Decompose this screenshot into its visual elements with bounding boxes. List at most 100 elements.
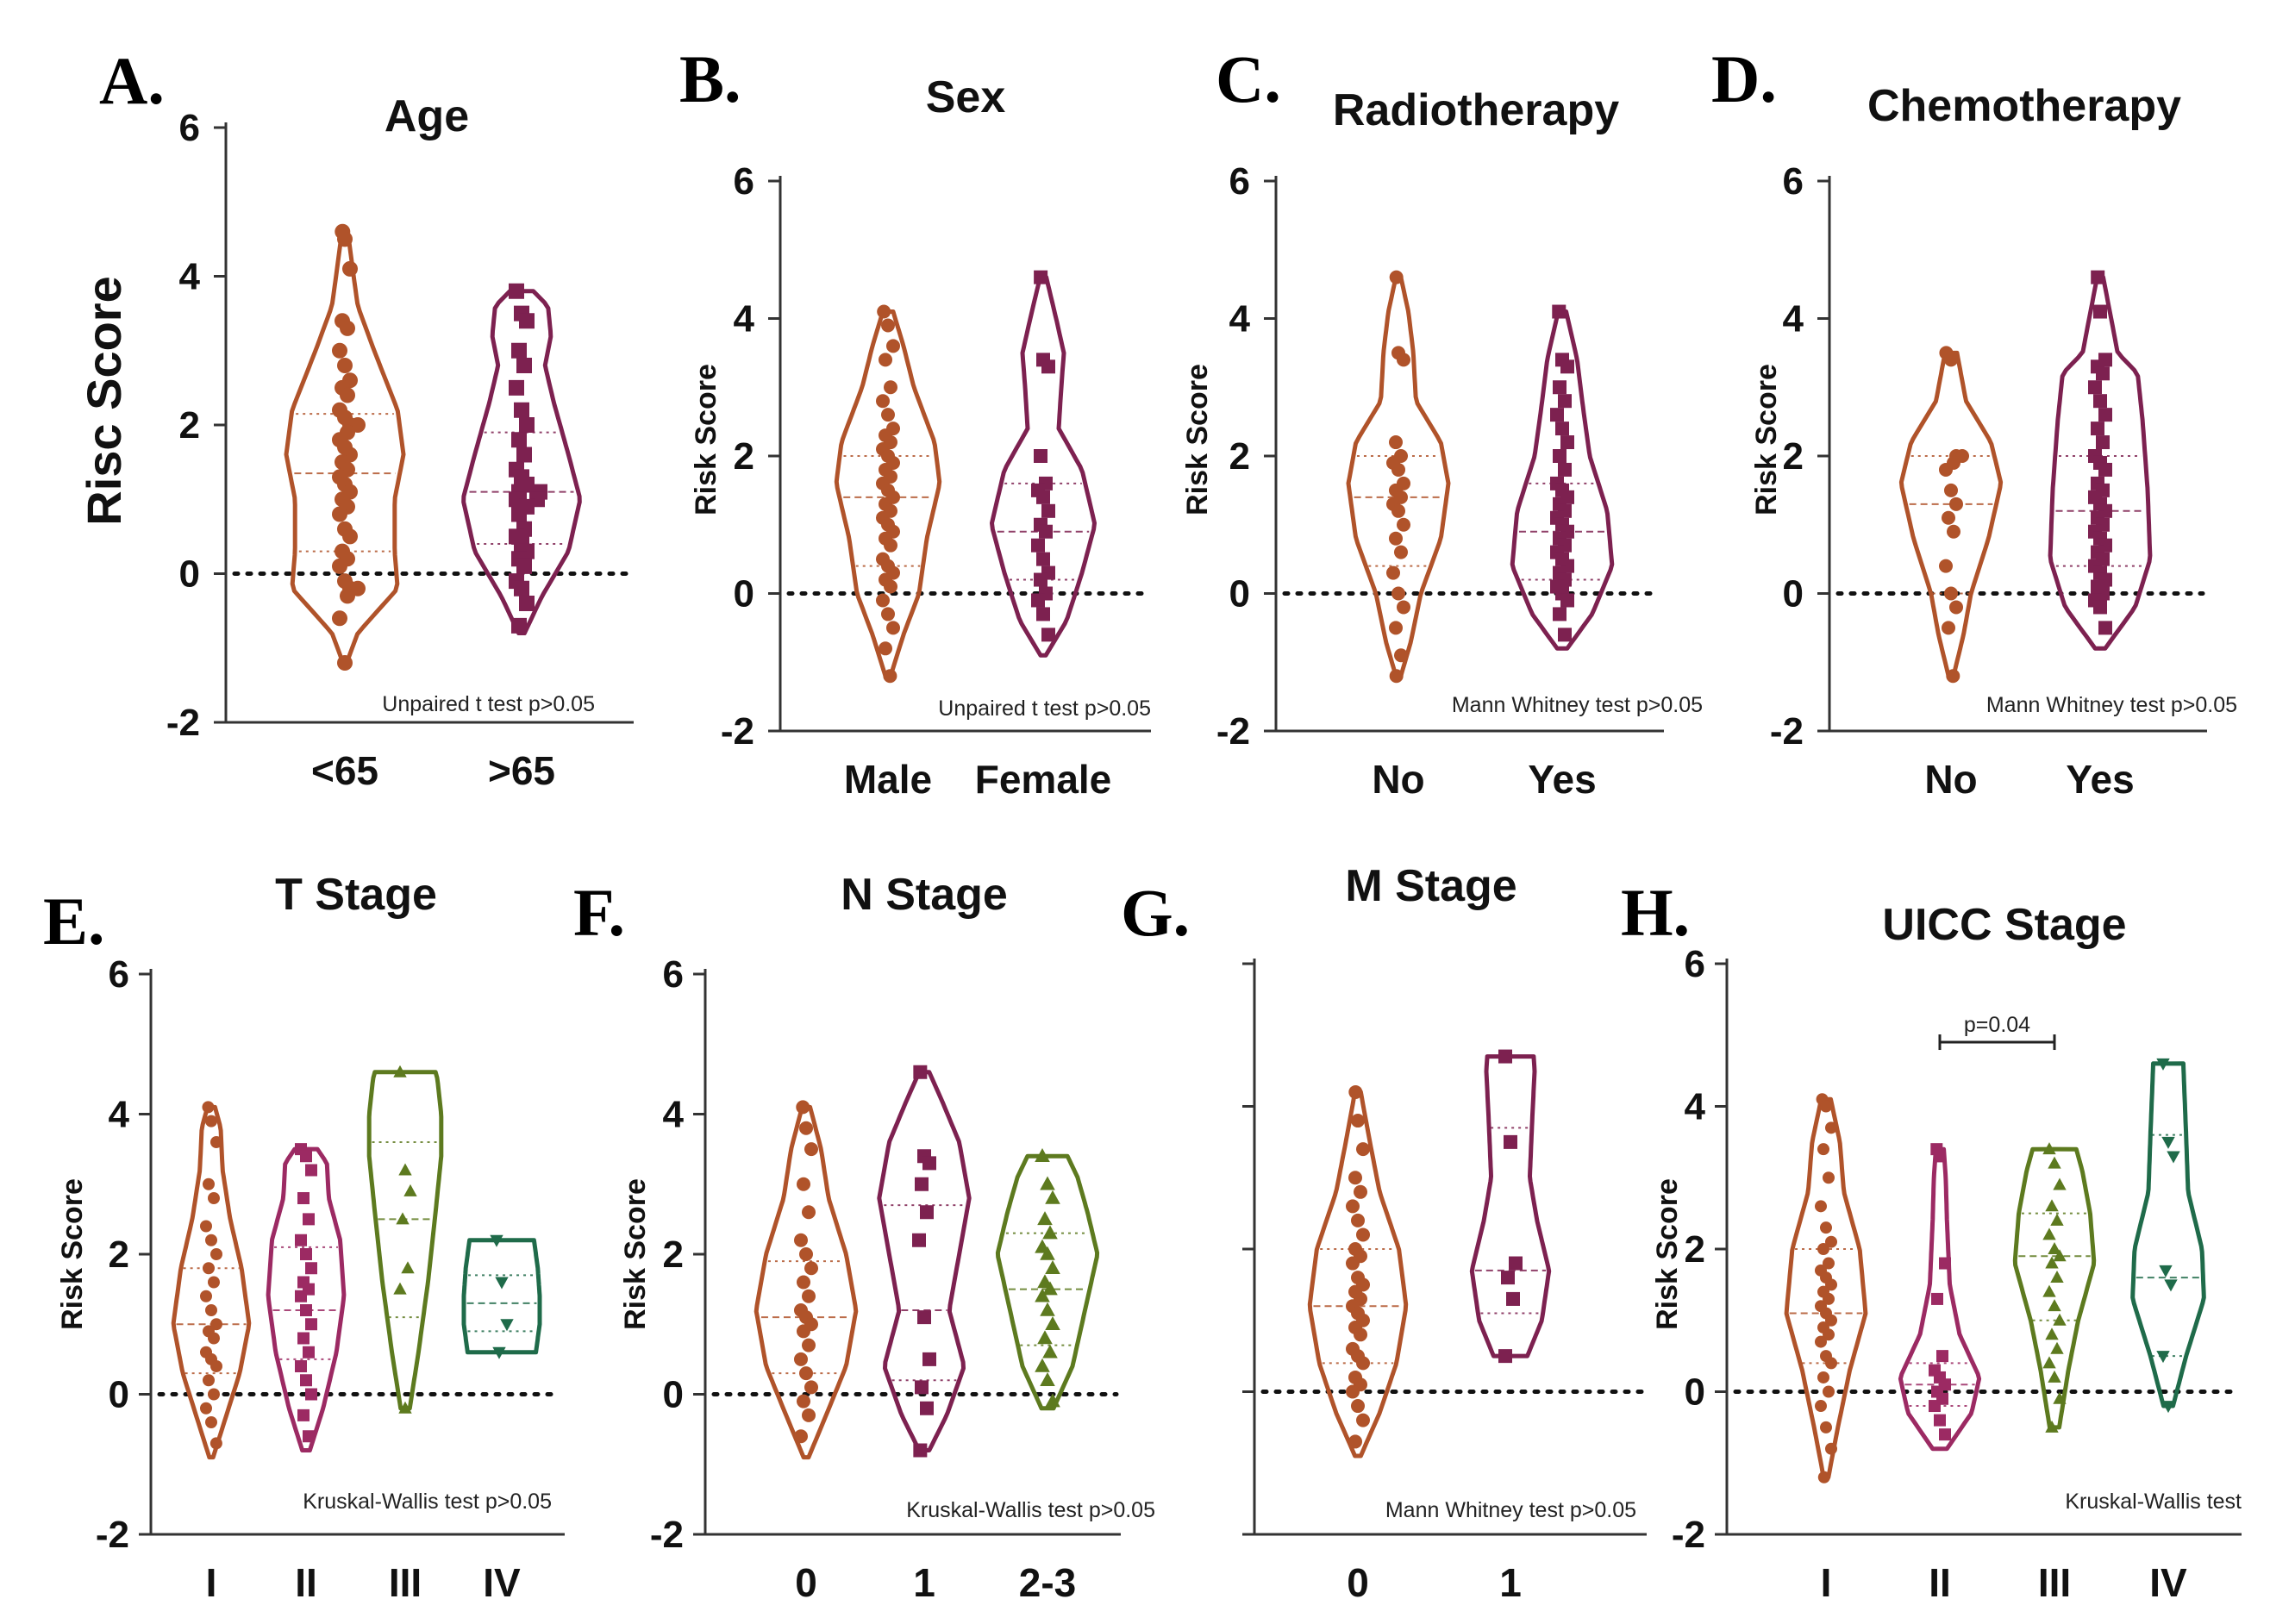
x-category-label: 1 — [913, 1560, 935, 1605]
data-point — [799, 1366, 813, 1381]
violin-group-2: Female — [975, 270, 1112, 802]
x-category-label: 2-3 — [1019, 1560, 1076, 1605]
data-point — [2050, 1271, 2064, 1284]
data-point — [1354, 1184, 1367, 1199]
violin-group-1: Male — [834, 304, 942, 802]
y-tick-label: -2 — [721, 710, 754, 753]
data-point — [297, 1409, 310, 1421]
violin-outline — [2012, 1146, 2097, 1430]
data-point — [2098, 621, 2112, 635]
data-point — [1817, 1471, 1830, 1483]
data-point — [337, 358, 353, 373]
data-point — [915, 1177, 929, 1191]
data-point — [1555, 422, 1569, 436]
y-axis-label: Risk Score — [1181, 364, 1214, 515]
data-point — [1045, 1316, 1060, 1331]
x-category-label: 1 — [1499, 1560, 1522, 1605]
data-point — [500, 1319, 514, 1332]
y-tick-label: 2 — [1783, 435, 1804, 478]
data-point — [2045, 1256, 2059, 1269]
panel-letter: B. — [679, 41, 741, 116]
data-point — [1815, 1335, 1827, 1348]
data-point — [1558, 394, 1572, 409]
violin-group-2: II — [1898, 1143, 1982, 1605]
data-point — [1815, 1200, 1827, 1213]
data-point — [1040, 1176, 1055, 1190]
data-point — [797, 1177, 810, 1191]
data-point — [1553, 449, 1566, 463]
y-tick-label: 2 — [1685, 1228, 1705, 1271]
data-point — [2045, 1327, 2059, 1340]
y-axis-label: Risk Score — [1651, 1178, 1684, 1330]
data-point — [884, 380, 897, 395]
data-point — [1553, 380, 1566, 395]
data-point — [295, 1360, 307, 1372]
data-point — [922, 1156, 936, 1171]
data-point — [1386, 565, 1400, 580]
x-category-label: 0 — [1347, 1560, 1369, 1605]
x-category-label: II — [295, 1560, 317, 1605]
panel-d: D. Chemotherapy -2 0 2 4 6 Risk Score No Yes Mann … — [1711, 41, 2237, 802]
data-point — [1034, 270, 1048, 284]
y-tick-label: 4 — [1685, 1086, 1706, 1128]
data-point — [1031, 538, 1045, 553]
violin-group-1: I — [171, 1101, 252, 1605]
data-point — [802, 1408, 816, 1422]
data-point — [403, 1184, 417, 1196]
data-point — [509, 379, 524, 396]
y-tick-label: 4 — [1783, 298, 1804, 340]
x-category-label: >65 — [488, 748, 555, 793]
data-point — [804, 1261, 818, 1276]
data-point — [2053, 1249, 2067, 1262]
panel-letter: C. — [1216, 41, 1281, 116]
panel-f: F. N Stage -2 0 2 4 6 Risk Score 0 1 2-3 Kruskal-Wa… — [573, 870, 1155, 1605]
data-point — [2093, 304, 2107, 319]
test-label: Unpaired t test p>0.05 — [938, 696, 1151, 721]
x-category-label: I — [206, 1560, 217, 1605]
data-point — [208, 1276, 220, 1289]
data-point — [509, 283, 524, 299]
data-point — [2045, 1420, 2059, 1433]
data-point — [1045, 1190, 1060, 1204]
data-point — [209, 1437, 222, 1450]
data-point — [884, 538, 897, 553]
data-point — [2053, 1313, 2067, 1326]
data-point — [1825, 1442, 1837, 1455]
violin-group-2: Yes — [2048, 270, 2153, 802]
data-point — [1040, 1246, 1055, 1260]
data-point — [203, 1262, 215, 1275]
violin-group-2: Yes — [1510, 304, 1615, 802]
data-point — [1942, 621, 1955, 635]
data-point — [511, 432, 527, 448]
data-point — [1348, 1434, 1362, 1449]
panel-c: C. Radiotherapy -2 0 2 4 6 Risk Score No Yes Mann … — [1181, 41, 1703, 802]
data-point — [1346, 1199, 1360, 1214]
data-point — [2053, 1177, 2067, 1190]
y-tick-label: 4 — [734, 298, 755, 340]
data-point — [2098, 462, 2112, 477]
data-point — [1946, 669, 1960, 684]
data-point — [337, 231, 353, 247]
data-point — [2156, 1351, 2170, 1364]
data-point — [1031, 593, 1045, 608]
data-point — [1394, 648, 1408, 663]
panel-b: B. Sex -2 0 2 4 6 Risk Score Male Female Unpaired … — [679, 41, 1151, 802]
data-point — [305, 1388, 317, 1401]
x-category-label: Female — [975, 757, 1112, 802]
data-point — [1040, 1302, 1055, 1316]
violin-group-1: <65 — [284, 223, 406, 793]
data-point — [1389, 669, 1404, 684]
y-tick-label: 4 — [179, 256, 201, 298]
data-point — [2042, 1284, 2056, 1297]
x-category-label: IV — [2149, 1560, 2187, 1605]
y-tick-label: 6 — [179, 107, 200, 149]
data-point — [1825, 1314, 1837, 1327]
panel-title: Radiotherapy — [1333, 85, 1619, 135]
y-tick-label: 6 — [109, 953, 129, 996]
data-point — [1558, 628, 1572, 642]
x-category-label: III — [389, 1560, 422, 1605]
data-point — [1820, 1221, 1832, 1234]
x-category-label: Yes — [1528, 757, 1596, 802]
violin-group-4: IV — [2130, 1058, 2206, 1605]
